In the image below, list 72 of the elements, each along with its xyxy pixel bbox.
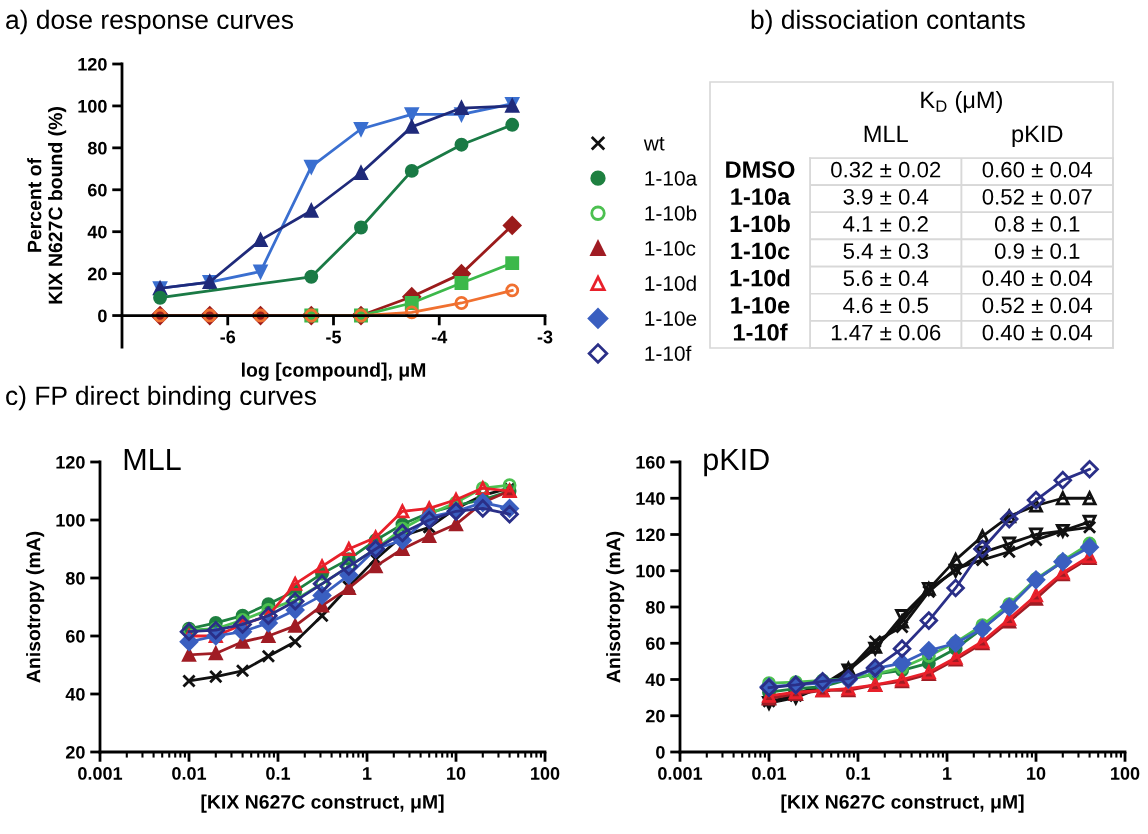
x-tick-label: 0.1 [846, 767, 871, 780]
chart-title: b) dissociation contants [751, 9, 1025, 35]
x-tick-label: 0.01 [172, 767, 207, 780]
y-tick-label: 160 [636, 455, 665, 469]
x-axis-title: [KIX N627C construct, μM] [781, 794, 1024, 813]
x-axis-title: K$_{D}$ (μM) [921, 90, 1002, 113]
y-tick-label: 60 [646, 637, 665, 650]
y-tick-label: 20 [87, 267, 107, 281]
x-tick-label: 100 [531, 767, 560, 780]
y-tick-label: 40 [87, 225, 107, 239]
text: 1.47 ± 0.06 [831, 324, 941, 341]
text: 0.32 ± 0.02 [831, 161, 941, 178]
y-tick-label: 60 [88, 183, 107, 197]
y-tick-label: 1-10b [730, 214, 790, 233]
y-tick-label: 140 [636, 492, 665, 505]
text: 3.9 ± 0.4 [843, 188, 929, 205]
y-tick-label: 1-10c [731, 242, 790, 260]
text: 5.4 ± 0.3 [843, 243, 928, 259]
x-tick-label: 100 [1111, 767, 1140, 780]
y-tick-label: 60 [66, 629, 85, 643]
x-tick-label: 0.1 [266, 767, 291, 780]
y-tick-label: DMSO [726, 161, 795, 178]
text: 5.6 ± 0.4 [843, 270, 929, 287]
y-axis-title: Anisotropy (mA) [606, 531, 625, 683]
x-axis-title: log [compound], μM [241, 362, 426, 381]
x-tick-label: -4 [431, 330, 448, 344]
y-tick-label: 100 [56, 513, 85, 527]
y-tick-label: 0 [656, 745, 665, 759]
annotation: MLL [124, 448, 181, 470]
text: 0.60 ± 0.04 [982, 161, 1093, 178]
y-tick-label: 20 [645, 709, 665, 723]
text: 0.8 ± 0.1 [994, 216, 1080, 232]
y-tick-label: 0 [98, 309, 107, 323]
y-tick-label: 1-10f [733, 323, 788, 341]
y-tick-label: 120 [78, 57, 107, 71]
y-tick-label: 40 [65, 687, 85, 701]
x-tick-label: -6 [220, 330, 236, 344]
x-tick-label: 1 [943, 767, 952, 780]
text: 0.52 ± 0.04 [982, 297, 1093, 314]
y-tick-label: 120 [636, 528, 665, 542]
text: 0.40 ± 0.04 [982, 270, 1093, 287]
x-tick-label: -3 [537, 330, 553, 344]
y-tick-label: 100 [636, 564, 665, 578]
chart-title: c) FP direct binding curves [6, 385, 316, 411]
x-tick-label: 0.01 [752, 767, 787, 780]
y-tick-label: 40 [645, 673, 665, 687]
legend-label: wt [643, 136, 665, 151]
x-tick-label: 0.001 [658, 767, 703, 780]
y-tick-label: 1-10a [731, 188, 791, 206]
x-tick-label: 10 [1027, 767, 1046, 780]
text: 4.6 ± 0.5 [843, 297, 928, 314]
annotation: pKID [704, 448, 769, 477]
text: 0.40 ± 0.04 [982, 324, 1093, 341]
y-axis-title: Anisotropy (mA) [26, 531, 45, 683]
y-tick-label: 120 [56, 455, 85, 469]
x-tick-label: 1 [363, 767, 372, 780]
y-tick-label: 100 [78, 99, 107, 113]
y-tick-label: 1-10e [731, 296, 790, 314]
y-tick-label: 80 [645, 600, 665, 614]
y-tick-label: 80 [87, 141, 107, 155]
text: 0.9 ± 0.1 [994, 243, 1080, 259]
x-tick-label: -5 [326, 330, 342, 344]
x-tick-label: 10 [447, 767, 466, 780]
y-axis-title: Percent of KIX N627C bound (%) [27, 107, 67, 304]
y-tick-label: 1-10d [730, 269, 790, 287]
text: 0.52 ± 0.07 [982, 188, 1092, 205]
x-axis-title: [KIX N627C construct, μM] [201, 794, 444, 813]
x-tick-label: 0.001 [78, 767, 123, 780]
text: 4.1 ± 0.2 [843, 216, 928, 232]
y-tick-label: 80 [65, 571, 85, 585]
y-tick-label: 20 [65, 745, 85, 759]
chart-title: a) dose response curves [6, 9, 294, 35]
